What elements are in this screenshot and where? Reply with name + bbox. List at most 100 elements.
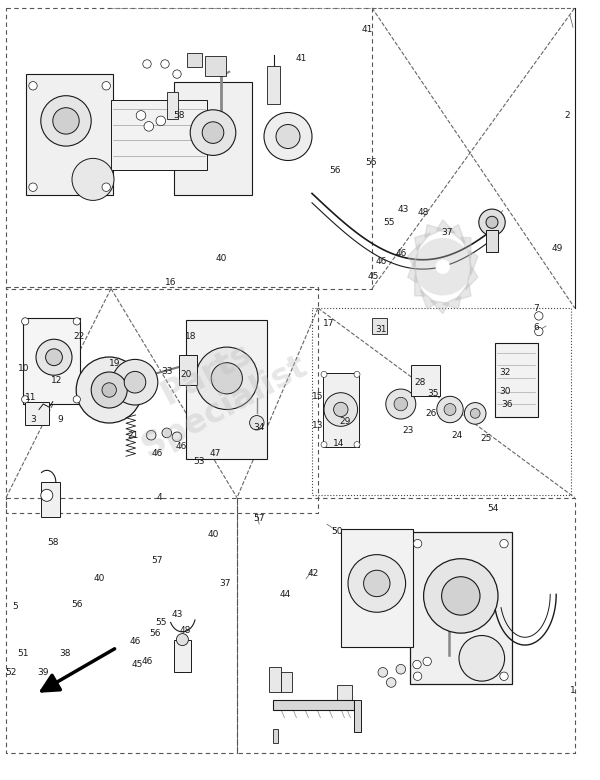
Text: 29: 29 (340, 417, 350, 426)
Circle shape (413, 661, 421, 668)
Bar (323, 373, 359, 447)
Circle shape (396, 665, 406, 674)
Text: 24: 24 (452, 431, 463, 440)
Text: 31: 31 (375, 324, 387, 334)
Circle shape (156, 116, 166, 126)
Circle shape (459, 636, 505, 681)
Bar (273, 700, 354, 710)
Bar (25, 402, 49, 425)
Text: 36: 36 (501, 399, 513, 409)
Text: 38: 38 (59, 649, 71, 658)
Circle shape (36, 339, 72, 375)
Text: 45: 45 (131, 660, 142, 669)
Text: 19: 19 (109, 359, 121, 368)
Text: 40: 40 (215, 254, 226, 264)
Bar (31, 326, 76, 388)
Polygon shape (408, 243, 420, 267)
Bar (410, 532, 512, 684)
Circle shape (41, 96, 91, 146)
Circle shape (413, 672, 422, 680)
Circle shape (386, 389, 416, 419)
Text: 33: 33 (161, 367, 173, 376)
Circle shape (73, 395, 80, 403)
Text: 40: 40 (208, 530, 218, 539)
Text: 4: 4 (156, 493, 162, 502)
Circle shape (378, 668, 388, 677)
Circle shape (211, 363, 242, 394)
Text: 46: 46 (376, 257, 386, 266)
Text: 26: 26 (425, 409, 436, 418)
Circle shape (264, 112, 312, 161)
Text: 7: 7 (533, 303, 539, 313)
Text: 49: 49 (551, 243, 562, 253)
Text: 55: 55 (383, 218, 395, 227)
Text: 56: 56 (365, 158, 377, 167)
Bar (26, 74, 113, 195)
Text: 22: 22 (74, 332, 85, 342)
Circle shape (470, 409, 480, 418)
Text: 48: 48 (418, 207, 428, 217)
Circle shape (29, 82, 37, 90)
Bar (281, 672, 292, 692)
Bar (411, 365, 440, 396)
Text: 11: 11 (25, 393, 37, 402)
Polygon shape (420, 290, 436, 309)
Text: 58: 58 (47, 537, 59, 547)
Bar (267, 66, 280, 104)
Text: 48: 48 (179, 626, 190, 635)
Text: 41: 41 (362, 25, 373, 34)
Circle shape (364, 570, 390, 597)
Polygon shape (430, 300, 449, 314)
Text: 47: 47 (209, 449, 220, 459)
Circle shape (442, 576, 480, 615)
Text: 46: 46 (152, 449, 163, 459)
Circle shape (136, 111, 146, 120)
Polygon shape (425, 225, 443, 237)
Text: 37: 37 (219, 579, 231, 588)
Circle shape (76, 357, 142, 423)
Text: 10: 10 (18, 363, 30, 373)
Text: 55: 55 (155, 618, 167, 627)
Circle shape (324, 392, 358, 427)
Circle shape (486, 216, 498, 229)
Text: 57: 57 (151, 555, 163, 565)
Circle shape (196, 347, 258, 410)
Text: 51: 51 (17, 649, 29, 658)
Circle shape (436, 260, 450, 274)
Circle shape (124, 371, 146, 393)
Bar (174, 640, 191, 672)
Text: 18: 18 (185, 332, 197, 342)
Circle shape (190, 110, 236, 155)
Text: 14: 14 (334, 438, 344, 448)
Text: 53: 53 (193, 457, 205, 466)
Text: 13: 13 (312, 420, 324, 430)
Bar (41, 482, 60, 517)
Text: 45: 45 (368, 272, 379, 282)
Circle shape (414, 238, 472, 296)
Text: 43: 43 (398, 204, 409, 214)
Bar (486, 230, 498, 252)
Text: 35: 35 (427, 389, 439, 399)
Text: 25: 25 (481, 434, 491, 443)
Text: Parts
Specialist: Parts Specialist (119, 316, 313, 464)
Polygon shape (455, 283, 471, 300)
Text: 1: 1 (570, 686, 576, 695)
Circle shape (112, 360, 158, 405)
Bar (269, 667, 281, 692)
Circle shape (321, 441, 327, 448)
Circle shape (321, 371, 327, 378)
Text: 30: 30 (499, 387, 511, 396)
Bar (337, 685, 352, 710)
Text: 56: 56 (329, 165, 341, 175)
Circle shape (29, 183, 37, 191)
Circle shape (500, 672, 508, 680)
Text: 41: 41 (296, 54, 307, 63)
Circle shape (250, 416, 264, 430)
Text: 12: 12 (52, 376, 62, 385)
Circle shape (348, 555, 406, 612)
Bar (205, 56, 226, 76)
Circle shape (276, 125, 300, 148)
Circle shape (413, 540, 422, 548)
Circle shape (172, 432, 182, 441)
Circle shape (386, 678, 396, 687)
